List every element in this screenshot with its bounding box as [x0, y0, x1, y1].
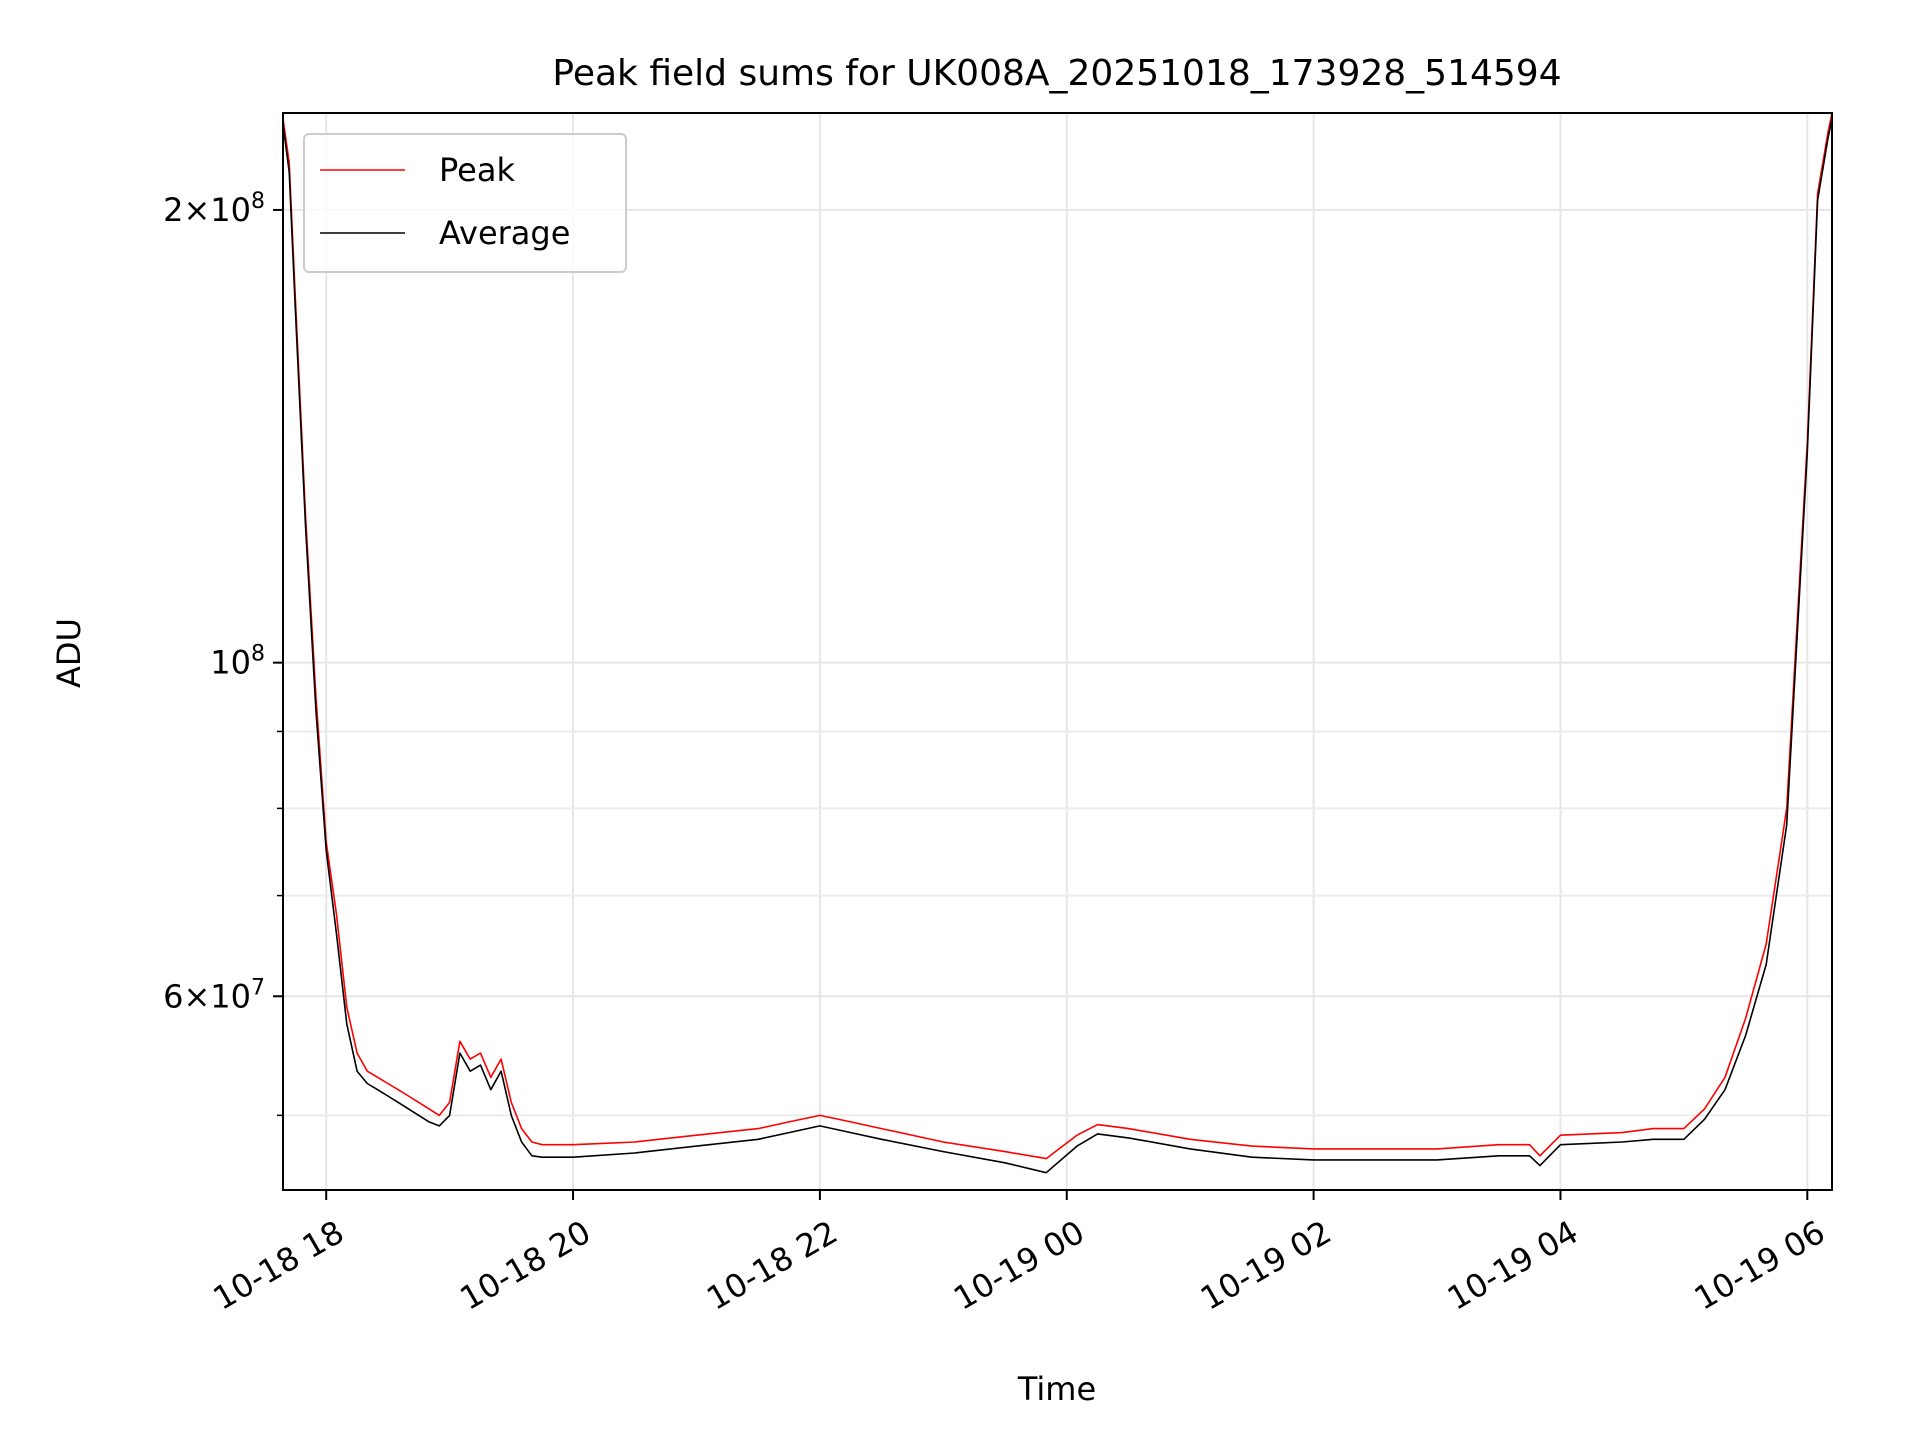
y-tick-label: 6×107	[163, 975, 265, 1015]
grid	[283, 113, 1832, 1190]
legend-box	[303, 133, 627, 273]
y-axis-label: ADU	[50, 618, 88, 688]
x-axis-label: Time	[1017, 1370, 1096, 1408]
series-line-average	[282, 118, 1833, 1174]
y-tick-label: 2×108	[163, 189, 265, 229]
legend-label-peak: Peak	[439, 151, 515, 189]
plot-frame	[282, 112, 1833, 1191]
legend-label-average: Average	[439, 214, 570, 252]
chart-title: Peak field sums for UK008A_20251018_1739…	[552, 53, 1561, 94]
series-line-peak	[282, 112, 1833, 1160]
plot-lines	[282, 112, 1833, 1174]
legend: Peak Average	[303, 133, 627, 273]
y-tick-label: 108	[210, 642, 265, 682]
